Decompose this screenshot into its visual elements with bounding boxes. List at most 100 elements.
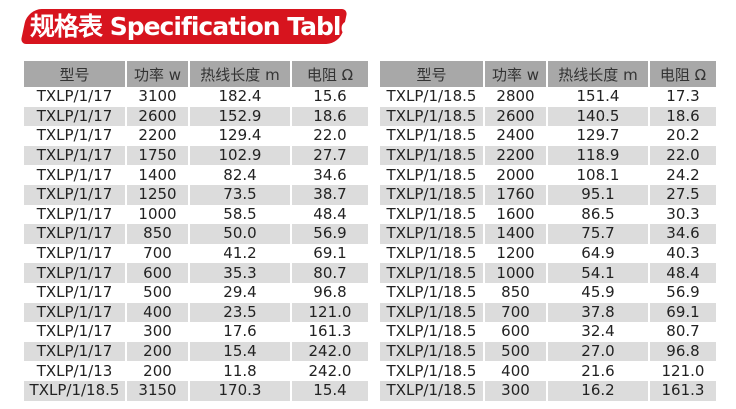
cell-model: TXLP/1/17 [36, 126, 113, 145]
cell-resistance: 27.7 [292, 145, 368, 166]
cell-wire-length: 35.3 [190, 263, 290, 283]
cell-resistance: 69.1 [650, 302, 716, 323]
cell-power: 700 [485, 302, 546, 323]
cell-model: TXLP/1/18.5 [380, 145, 483, 166]
table-row: TXLP/1/17 500 29.4 96.8 [24, 283, 368, 303]
table-row: TXLP/1/18.5 1400 75.7 34.6 [380, 224, 716, 244]
cell-model: TXLP/1/17 [36, 87, 113, 106]
cell-wire-length: 170.3 [190, 380, 290, 401]
cell-wire-length: 118.9 [548, 145, 648, 166]
cell-resistance: 242.0 [292, 341, 368, 362]
cell-wire-length: 27.0 [548, 341, 648, 362]
cell-power: 400 [127, 302, 188, 323]
cell-resistance: 27.5 [650, 184, 716, 205]
cell-power: 300 [485, 380, 546, 401]
table-row: TXLP/1/17 1400 82.4 34.6 [24, 165, 368, 185]
cell-wire-length: 129.7 [576, 126, 620, 145]
table-row: TXLP/1/18.5 400 21.6 121.0 [380, 361, 716, 381]
cell-resistance: 48.4 [650, 263, 716, 283]
cell-model: TXLP/1/17 [24, 263, 125, 283]
cell-wire-length: 151.4 [576, 87, 620, 106]
cell-model: TXLP/1/17 [24, 184, 125, 205]
table-row: TXLP/1/18.5 850 45.9 56.9 [380, 283, 716, 303]
cell-resistance: 121.0 [661, 361, 705, 380]
cell-power: 300 [143, 322, 172, 341]
cell-wire-length: 23.5 [190, 302, 290, 323]
cell-wire-length: 37.8 [548, 302, 648, 323]
cell-power: 500 [143, 283, 172, 302]
table-row: TXLP/1/18.5 2600 140.5 18.6 [380, 106, 716, 127]
cell-power: 2200 [138, 126, 177, 145]
table-row: TXLP/1/18.5 2800 151.4 17.3 [380, 87, 716, 107]
cell-power: 1760 [485, 184, 546, 205]
column-header-wire-length: 热线长度 m [548, 61, 648, 87]
cell-power: 2600 [127, 106, 188, 127]
cell-power: 2400 [496, 126, 535, 145]
cell-wire-length: 82.4 [223, 165, 257, 184]
cell-wire-length: 29.4 [223, 283, 257, 302]
cell-model: TXLP/1/18.5 [386, 204, 477, 223]
cell-wire-length: 11.8 [223, 361, 257, 380]
cell-wire-length: 50.0 [190, 224, 290, 244]
cell-wire-length: 140.5 [548, 106, 648, 127]
cell-power: 1250 [127, 184, 188, 205]
cell-power: 600 [501, 322, 530, 341]
cell-power: 500 [485, 341, 546, 362]
cell-power: 200 [143, 361, 172, 380]
cell-wire-length: 54.1 [548, 263, 648, 283]
cell-wire-length: 182.4 [218, 87, 262, 106]
column-header-power: 功率 w [127, 61, 188, 87]
cell-model: TXLP/1/17 [36, 165, 113, 184]
cell-power: 1200 [496, 244, 535, 263]
column-header-model: 型号 [380, 61, 483, 87]
cell-model: TXLP/1/17 [36, 322, 113, 341]
header-row: 型号 功率 w 热线长度 m 电阻 Ω [380, 61, 716, 87]
cell-resistance: 24.2 [666, 165, 700, 184]
cell-power: 3100 [138, 87, 177, 106]
cell-wire-length: 129.4 [218, 126, 262, 145]
cell-resistance: 18.6 [292, 106, 368, 127]
cell-resistance: 56.9 [292, 224, 368, 244]
cell-model: TXLP/1/17 [24, 145, 125, 166]
table-row: TXLP/1/18.5 500 27.0 96.8 [380, 341, 716, 362]
cell-resistance: 161.3 [650, 380, 716, 401]
cell-resistance: 18.6 [650, 106, 716, 127]
table-row: TXLP/1/17 600 35.3 80.7 [24, 263, 368, 283]
cell-resistance: 80.7 [666, 322, 700, 341]
column-header-resistance: 电阻 Ω [292, 61, 368, 87]
cell-wire-length: 45.9 [581, 283, 615, 302]
cell-power: 2600 [485, 106, 546, 127]
cell-model: TXLP/1/18.5 [386, 244, 477, 263]
table-row: TXLP/1/17 700 41.2 69.1 [24, 244, 368, 264]
cell-power: 1750 [127, 145, 188, 166]
spec-table-right: 型号 功率 w 热线长度 m 电阻 Ω TXLP/1/18.5 2800 151.4 17.… [378, 61, 718, 401]
cell-power: 1000 [485, 263, 546, 283]
cell-model: TXLP/1/18.5 [380, 224, 483, 244]
cell-wire-length: 41.2 [223, 244, 257, 263]
column-header-model: 型号 [24, 61, 125, 87]
cell-power: 400 [501, 361, 530, 380]
cell-resistance: 242.0 [308, 361, 352, 380]
table-row: TXLP/1/18.5 1000 54.1 48.4 [380, 263, 716, 283]
cell-resistance: 48.4 [313, 204, 347, 223]
cell-model: TXLP/1/18.5 [386, 126, 477, 145]
cell-resistance: 30.3 [666, 204, 700, 223]
cell-model: TXLP/1/18.5 [386, 283, 477, 302]
table-row: TXLP/1/17 1250 73.5 38.7 [24, 184, 368, 205]
cell-model: TXLP/1/13 [36, 361, 113, 380]
table-row: TXLP/1/18.5 300 16.2 161.3 [380, 380, 716, 401]
table-row: TXLP/1/18.5 600 32.4 80.7 [380, 322, 716, 342]
cell-wire-length: 16.2 [548, 380, 648, 401]
cell-wire-length: 58.5 [223, 204, 257, 223]
cell-resistance: 96.8 [650, 341, 716, 362]
table-row: TXLP/1/17 1750 102.9 27.7 [24, 145, 368, 166]
cell-power: 2200 [485, 145, 546, 166]
cell-wire-length: 32.4 [581, 322, 615, 341]
cell-resistance: 34.6 [313, 165, 347, 184]
cell-model: TXLP/1/18.5 [380, 341, 483, 362]
cell-resistance: 161.3 [308, 322, 352, 341]
cell-resistance: 22.0 [313, 126, 347, 145]
cell-power: 2800 [496, 87, 535, 106]
header-row: 型号 功率 w 热线长度 m 电阻 Ω [24, 61, 368, 87]
column-header-wire-length: 热线长度 m [190, 61, 290, 87]
